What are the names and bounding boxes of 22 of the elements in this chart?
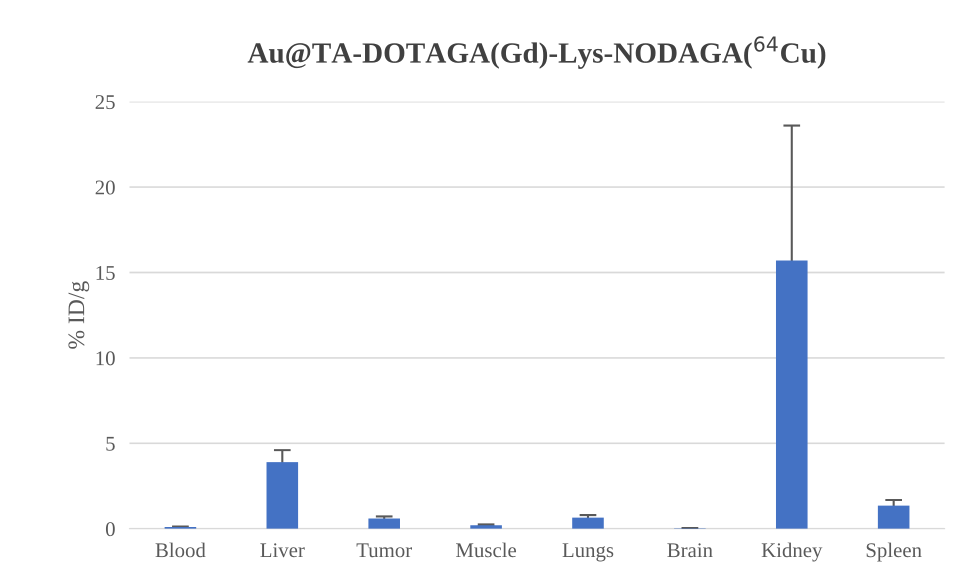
bar — [266, 462, 298, 529]
y-tick-label: 10 — [96, 351, 115, 366]
x-tick-label: Brain — [667, 543, 713, 558]
x-tick-label: Muscle — [456, 542, 516, 558]
x-tick-label: Lungs — [562, 543, 614, 562]
x-tick-label: Liver — [260, 543, 305, 558]
y-tick-label: 20 — [96, 180, 115, 195]
y-tick-label: 25 — [96, 95, 115, 110]
x-tick-label: Tumor — [356, 543, 412, 558]
bar — [878, 506, 910, 529]
y-tick-label: 0 — [106, 522, 115, 536]
chart-title: Au@TA-DOTAGA(Gd)-Lys-NODAGA($^{64}$Cu) — [248, 36, 826, 69]
y-axis-title: % ID/g — [68, 281, 90, 349]
bar — [776, 260, 808, 529]
bar — [572, 518, 604, 529]
x-tick-label: Kidney — [762, 542, 822, 562]
bar — [470, 525, 502, 529]
bar — [368, 518, 400, 529]
y-tick-label: 5 — [106, 436, 115, 451]
x-tick-label: Spleen — [866, 542, 922, 562]
y-tick-label: 15 — [96, 266, 115, 280]
x-tick-label: Blood — [156, 542, 206, 558]
